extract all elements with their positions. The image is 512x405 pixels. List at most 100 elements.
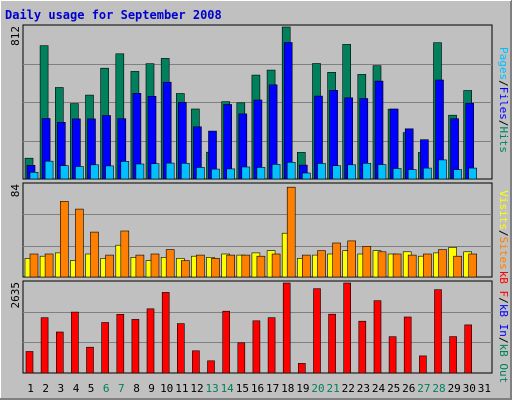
bar-pages-day-6 bbox=[105, 165, 114, 180]
bar-sites-day-7 bbox=[120, 230, 130, 278]
panel-kbytes: 2635 bbox=[9, 280, 493, 374]
day-label: 25 bbox=[387, 382, 400, 395]
bar-pages-day-25 bbox=[392, 168, 402, 180]
bar-kb-f-day-8 bbox=[131, 319, 140, 374]
day-label: 14 bbox=[221, 382, 235, 395]
day-label: 21 bbox=[326, 382, 339, 395]
bar-pages-day-13 bbox=[211, 168, 220, 180]
bar-kb-f-day-27 bbox=[419, 355, 427, 374]
bar-pages-day-5 bbox=[90, 164, 99, 180]
bar-pages-day-18 bbox=[286, 162, 296, 180]
bar-sites-day-17 bbox=[271, 253, 281, 278]
bar-pages-day-8 bbox=[135, 163, 145, 180]
bar-pages-day-10 bbox=[165, 162, 175, 180]
bar-kb-f-day-10 bbox=[161, 292, 170, 374]
bar-kb-f-day-23 bbox=[358, 320, 367, 374]
bar-sites-day-15 bbox=[241, 254, 251, 278]
bar-kb-f-day-19 bbox=[297, 363, 306, 374]
bar-kb-f-day-21 bbox=[328, 313, 336, 374]
bar-sites-day-9 bbox=[150, 253, 160, 278]
day-label: 6 bbox=[103, 382, 110, 395]
day-label: 4 bbox=[73, 382, 80, 395]
bar-files-day-30 bbox=[465, 102, 475, 180]
bar-sites-day-1 bbox=[29, 253, 39, 278]
bar-sites-day-10 bbox=[165, 249, 175, 278]
legend-item: / bbox=[497, 337, 510, 344]
bar-kb-f-day-12 bbox=[192, 350, 200, 374]
bar-files-day-14 bbox=[223, 104, 232, 180]
panel-visits-sites-ymax-label: 84 bbox=[9, 184, 22, 198]
panel-hits-files-pages: 812 bbox=[9, 24, 493, 180]
bar-pages-day-23 bbox=[362, 163, 372, 180]
bar-pages-day-15 bbox=[241, 166, 251, 180]
bar-kb-f-day-2 bbox=[40, 317, 49, 374]
chart-panels: 812 84 2635 bbox=[9, 24, 493, 374]
bar-kb-f-day-17 bbox=[267, 317, 276, 374]
series-kb-f bbox=[25, 282, 473, 374]
series-pages bbox=[29, 159, 478, 180]
day-label: 20 bbox=[311, 382, 324, 395]
bar-pages-day-21 bbox=[332, 165, 341, 180]
day-label: 15 bbox=[236, 382, 249, 395]
bar-sites-day-28 bbox=[438, 249, 447, 278]
bar-kb-f-day-26 bbox=[403, 316, 412, 374]
day-label: 1 bbox=[27, 382, 34, 395]
legend-item: Sites bbox=[497, 237, 510, 270]
day-label: 19 bbox=[296, 382, 309, 395]
day-label: 5 bbox=[88, 382, 95, 395]
legend-item: kB In bbox=[497, 304, 510, 337]
bar-sites-day-8 bbox=[135, 254, 145, 278]
day-label: 9 bbox=[148, 382, 155, 395]
bar-pages-day-7 bbox=[120, 161, 130, 180]
day-label: 26 bbox=[402, 382, 415, 395]
bar-pages-day-20 bbox=[317, 163, 326, 180]
day-label: 24 bbox=[372, 382, 386, 395]
bar-kb-f-day-29 bbox=[449, 336, 457, 374]
day-label: 2 bbox=[42, 382, 49, 395]
bar-pages-day-11 bbox=[181, 163, 190, 180]
bar-kb-f-day-1 bbox=[25, 351, 34, 374]
bar-pages-day-14 bbox=[226, 168, 235, 180]
bar-kb-f-day-20 bbox=[313, 288, 321, 374]
chart-title: Daily usage for September 2008 bbox=[5, 8, 222, 22]
bar-sites-day-11 bbox=[181, 260, 190, 278]
bar-pages-day-12 bbox=[196, 167, 205, 180]
bar-pages-day-27 bbox=[423, 167, 432, 180]
bar-sites-day-13 bbox=[211, 258, 220, 278]
bar-sites-day-12 bbox=[196, 254, 205, 278]
bar-sites-day-29 bbox=[453, 255, 462, 278]
day-label: 17 bbox=[266, 382, 279, 395]
bar-sites-day-6 bbox=[105, 254, 114, 278]
legend-item: Visits bbox=[497, 190, 510, 230]
bar-sites-day-14 bbox=[226, 254, 235, 278]
bar-sites-day-30 bbox=[468, 253, 478, 278]
bar-pages-day-1 bbox=[29, 172, 39, 180]
bar-pages-day-2 bbox=[44, 160, 54, 180]
legend-item: / bbox=[497, 297, 510, 304]
bar-sites-day-3 bbox=[59, 201, 69, 278]
bar-kb-f-day-11 bbox=[177, 323, 185, 374]
day-label: 16 bbox=[251, 382, 264, 395]
bar-pages-day-22 bbox=[347, 164, 357, 180]
day-labels: 1 2 3 4 5 6 7 8 9 10 11 12 13 14 15 16 17 18 19 20 21 22 23 24 2… bbox=[27, 382, 491, 395]
legend-item: / bbox=[497, 80, 510, 87]
bar-sites-day-21 bbox=[332, 242, 341, 278]
bar-kb-f-day-25 bbox=[388, 336, 397, 374]
bar-files-day-18 bbox=[283, 42, 293, 180]
bar-kb-f-day-3 bbox=[55, 331, 64, 374]
series-files bbox=[26, 42, 475, 180]
bar-kb-f-day-18 bbox=[282, 282, 291, 374]
bar-kb-f-day-7 bbox=[116, 313, 125, 374]
bar-pages-day-30 bbox=[468, 167, 478, 180]
day-label: 7 bbox=[118, 382, 125, 395]
legend-item: Files bbox=[497, 87, 510, 120]
bar-sites-day-25 bbox=[392, 253, 402, 278]
bar-kb-f-day-22 bbox=[343, 282, 352, 374]
bar-pages-day-3 bbox=[59, 165, 69, 180]
bar-sites-day-19 bbox=[301, 254, 311, 278]
bar-sites-day-24 bbox=[377, 251, 387, 278]
legend-item: kB Out bbox=[497, 344, 510, 384]
day-label: 29 bbox=[448, 382, 461, 395]
day-label: 13 bbox=[205, 382, 218, 395]
